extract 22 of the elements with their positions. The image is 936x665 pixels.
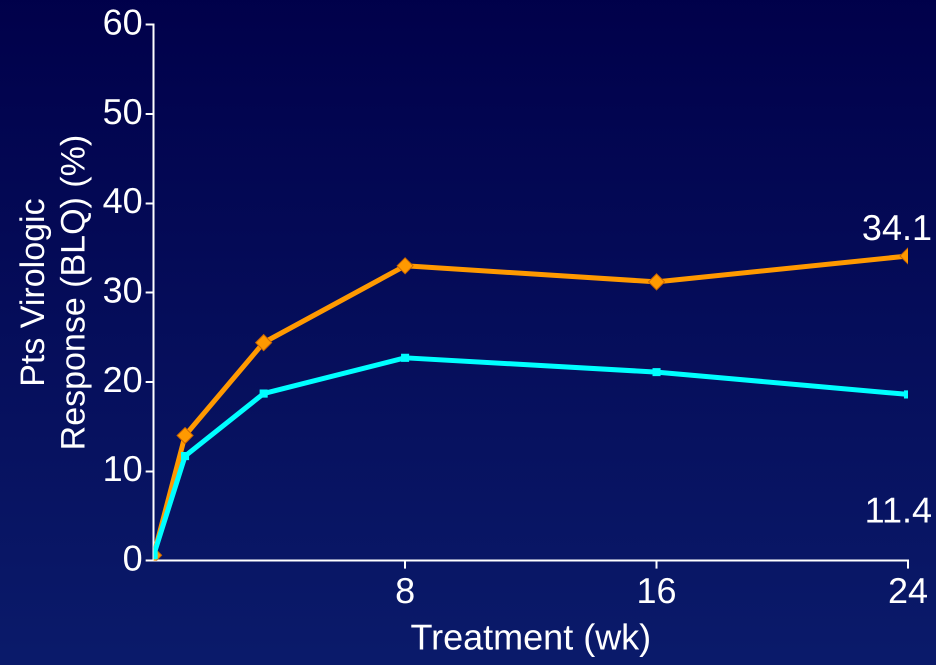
y-axis-title: Pts Virologic Response (BLQ) (%) <box>14 134 93 450</box>
y-tick-label: 40 <box>102 180 143 222</box>
point <box>396 257 414 274</box>
point <box>255 334 272 352</box>
y-tick-label: 30 <box>102 270 143 311</box>
point <box>648 273 666 290</box>
x-tick-label: 8 <box>395 570 416 612</box>
x-tick-label: 24 <box>888 570 928 612</box>
y-tick-label: 60 <box>102 2 143 43</box>
y-tick-label: 0 <box>122 538 143 579</box>
y-tick-label: 10 <box>102 448 143 490</box>
point <box>181 452 190 460</box>
data-label: 34.1 <box>862 206 932 248</box>
point <box>652 368 661 376</box>
y-tick-label: 20 <box>102 358 143 400</box>
x-axis-title: Treatment (wk) <box>410 616 652 658</box>
y-tick-label: 50 <box>102 90 143 132</box>
annotation: 11.4 <box>864 490 932 531</box>
point <box>401 354 410 362</box>
x-tick-label: 16 <box>636 570 677 612</box>
point <box>176 427 194 444</box>
point <box>260 390 268 398</box>
